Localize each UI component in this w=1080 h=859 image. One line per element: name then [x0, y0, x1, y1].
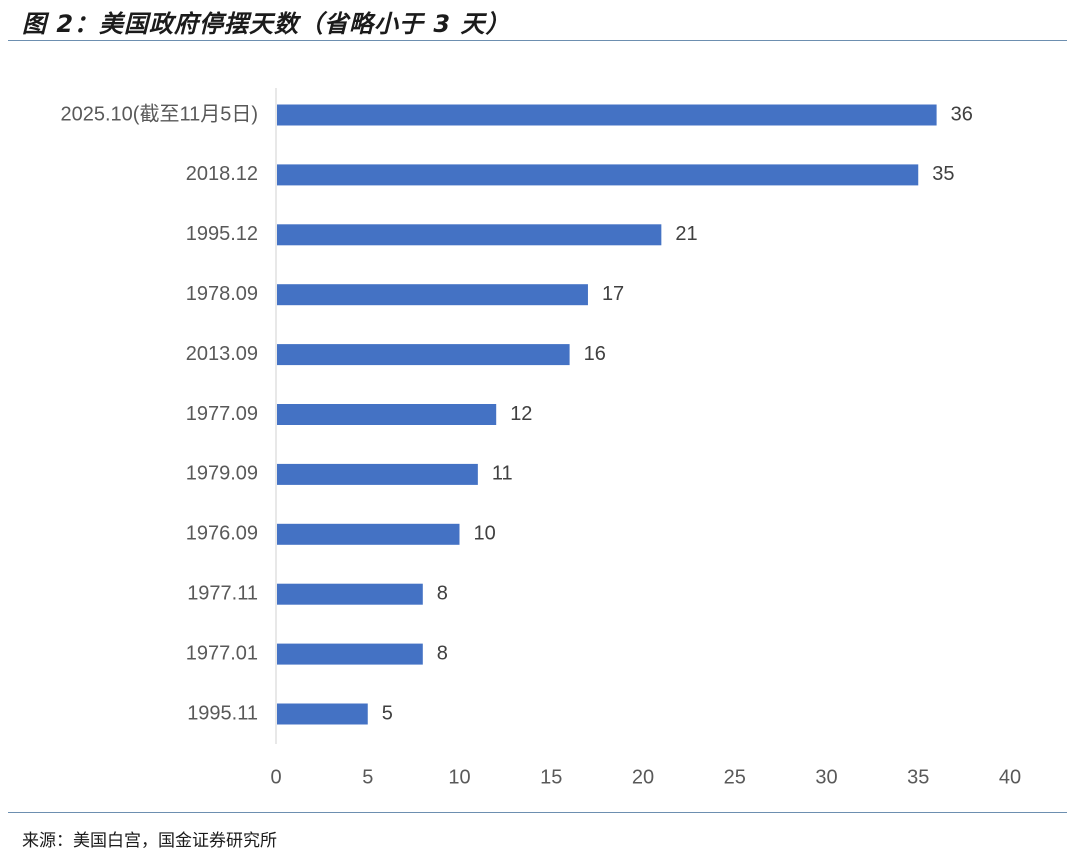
title-divider	[8, 40, 1067, 41]
data-label: 5	[382, 702, 393, 724]
bar	[277, 583, 423, 605]
category-label: 1977.01	[186, 642, 258, 664]
figure-title: 图 2：美国政府停摆天数（省略小于 3 天）	[22, 10, 511, 38]
bar	[277, 104, 937, 126]
x-tick-label: 20	[632, 766, 654, 788]
category-label: 2018.12	[186, 163, 258, 185]
category-label: 1976.09	[186, 523, 258, 545]
bar	[277, 284, 588, 306]
category-label: 1995.11	[187, 702, 258, 724]
bar	[277, 523, 460, 545]
x-tick-label: 10	[448, 766, 470, 788]
category-label: 1995.12	[186, 223, 258, 245]
category-label: 1978.09	[186, 283, 258, 305]
bar	[277, 643, 423, 665]
category-label: 1979.09	[186, 463, 258, 485]
bar	[277, 164, 919, 186]
data-label: 36	[951, 103, 973, 125]
x-tick-label: 30	[815, 766, 837, 788]
data-label: 17	[602, 283, 624, 305]
bar	[277, 404, 497, 425]
category-label: 2013.09	[186, 343, 258, 365]
data-label: 21	[675, 223, 697, 245]
x-tick-label: 15	[540, 766, 562, 788]
x-tick-label: 40	[999, 766, 1021, 788]
bar	[277, 344, 570, 366]
bar	[277, 703, 368, 725]
data-label: 8	[437, 582, 448, 604]
data-label: 11	[492, 463, 513, 485]
source-divider	[8, 812, 1067, 813]
category-label: 2025.10(截至11月5日)	[61, 102, 259, 125]
bar	[277, 224, 662, 246]
data-label: 35	[932, 163, 954, 185]
data-label: 12	[510, 403, 532, 425]
source-note: 来源：美国白宫，国金证券研究所	[22, 831, 277, 851]
bars-group	[277, 104, 937, 725]
data-label: 10	[474, 523, 496, 545]
data-label: 16	[584, 343, 606, 365]
axis-group: 0 5 10 15 20 25 30 35 40	[270, 88, 1021, 788]
category-label: 1977.11	[187, 582, 258, 604]
x-tick-label: 25	[724, 766, 746, 788]
bar	[277, 463, 478, 485]
data-label: 8	[437, 642, 448, 664]
category-label: 1977.09	[186, 403, 258, 425]
x-tick-label: 35	[907, 766, 929, 788]
x-tick-label: 5	[362, 766, 373, 788]
labels-group: 2025.10(截至11月5日) 36 2018.12 35 1995.12 21 1978…	[61, 102, 973, 724]
x-tick-label: 0	[270, 766, 281, 788]
